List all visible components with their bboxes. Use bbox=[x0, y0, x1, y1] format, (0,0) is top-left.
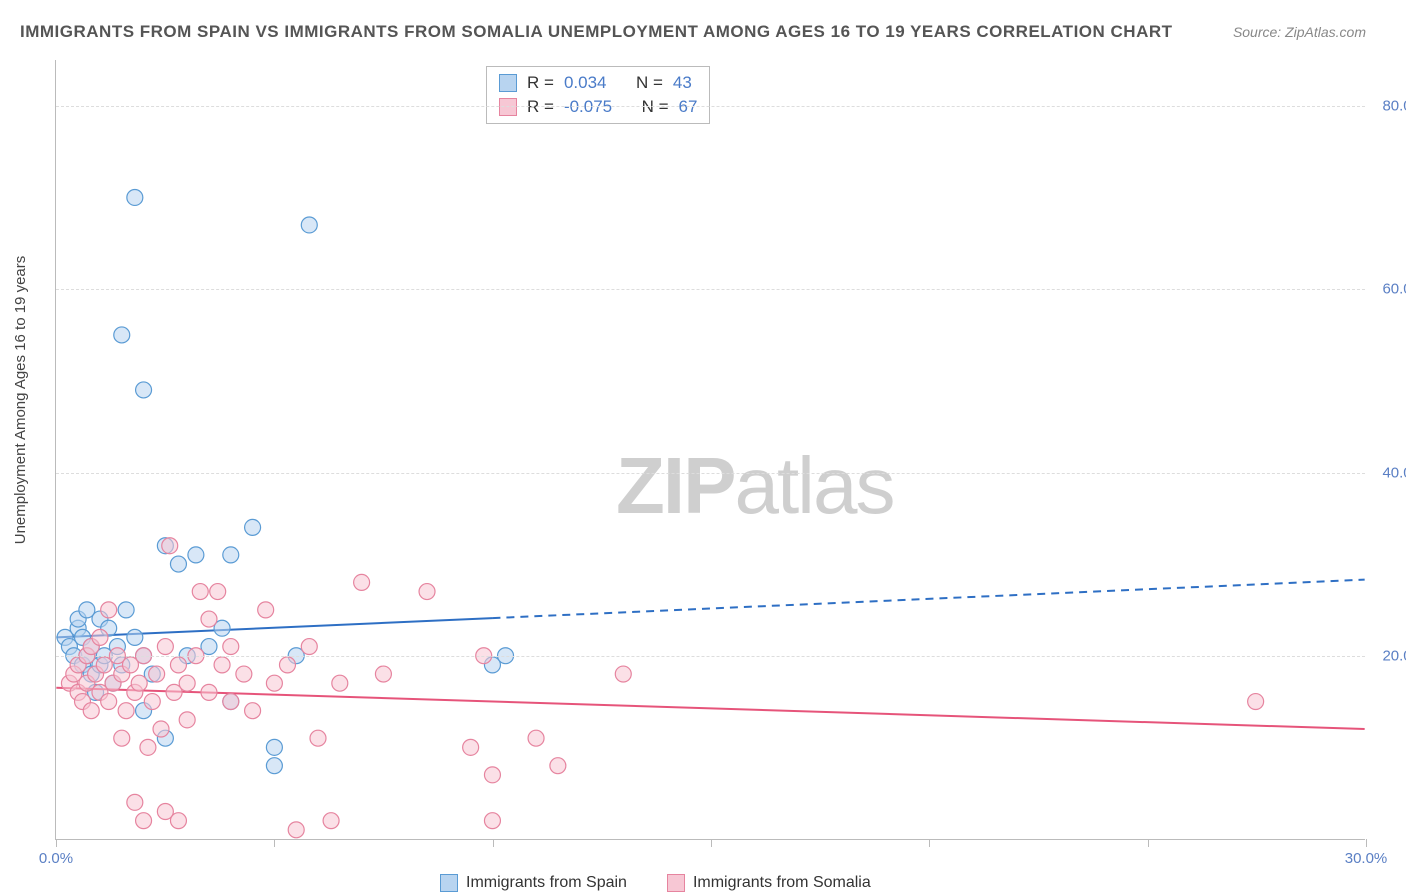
data-point bbox=[179, 675, 195, 691]
data-point bbox=[136, 813, 152, 829]
legend-item-somalia: Immigrants from Somalia bbox=[667, 874, 871, 892]
data-point bbox=[170, 813, 186, 829]
source-attribution: Source: ZipAtlas.com bbox=[1233, 24, 1366, 40]
data-point bbox=[550, 758, 566, 774]
data-point bbox=[153, 721, 169, 737]
data-point bbox=[170, 657, 186, 673]
grid-line bbox=[56, 106, 1365, 107]
data-point bbox=[266, 758, 282, 774]
data-point bbox=[528, 730, 544, 746]
data-point bbox=[1248, 694, 1264, 710]
data-point bbox=[301, 217, 317, 233]
legend-label: Immigrants from Somalia bbox=[693, 874, 871, 892]
data-point bbox=[157, 639, 173, 655]
data-point bbox=[114, 730, 130, 746]
data-point bbox=[144, 694, 160, 710]
data-point bbox=[419, 584, 435, 600]
x-tick-label: 0.0% bbox=[39, 850, 73, 867]
data-point bbox=[214, 657, 230, 673]
y-tick-label: 20.0% bbox=[1382, 648, 1406, 665]
chart-legend: Immigrants from Spain Immigrants from So… bbox=[440, 874, 871, 892]
data-point bbox=[118, 703, 134, 719]
chart-title: IMMIGRANTS FROM SPAIN VS IMMIGRANTS FROM… bbox=[20, 22, 1173, 42]
data-point bbox=[131, 675, 147, 691]
data-point bbox=[288, 822, 304, 838]
data-point bbox=[279, 657, 295, 673]
x-tick bbox=[711, 839, 712, 847]
legend-item-spain: Immigrants from Spain bbox=[440, 874, 627, 892]
data-point bbox=[354, 574, 370, 590]
data-point bbox=[463, 739, 479, 755]
data-point bbox=[484, 813, 500, 829]
grid-line bbox=[56, 289, 1365, 290]
data-point bbox=[114, 327, 130, 343]
data-point bbox=[179, 712, 195, 728]
chart-svg bbox=[56, 60, 1365, 839]
data-point bbox=[484, 767, 500, 783]
grid-line bbox=[56, 473, 1365, 474]
x-tick bbox=[1366, 839, 1367, 847]
x-tick bbox=[493, 839, 494, 847]
data-point bbox=[236, 666, 252, 682]
y-tick-label: 80.0% bbox=[1382, 97, 1406, 114]
data-point bbox=[83, 703, 99, 719]
data-point bbox=[127, 189, 143, 205]
data-point bbox=[210, 584, 226, 600]
data-point bbox=[201, 684, 217, 700]
y-tick-label: 60.0% bbox=[1382, 281, 1406, 298]
grid-line bbox=[56, 656, 1365, 657]
legend-label: Immigrants from Spain bbox=[466, 874, 627, 892]
data-point bbox=[188, 547, 204, 563]
data-point bbox=[245, 703, 261, 719]
data-point bbox=[266, 739, 282, 755]
data-point bbox=[301, 639, 317, 655]
data-point bbox=[149, 666, 165, 682]
data-point bbox=[127, 629, 143, 645]
data-point bbox=[101, 694, 117, 710]
data-point bbox=[223, 694, 239, 710]
data-point bbox=[118, 602, 134, 618]
swatch-icon bbox=[440, 874, 458, 892]
data-point bbox=[127, 794, 143, 810]
x-tick bbox=[1148, 839, 1149, 847]
data-point bbox=[258, 602, 274, 618]
x-tick bbox=[929, 839, 930, 847]
data-point bbox=[245, 519, 261, 535]
data-point bbox=[375, 666, 391, 682]
data-point bbox=[310, 730, 326, 746]
data-point bbox=[170, 556, 186, 572]
data-point bbox=[162, 538, 178, 554]
data-point bbox=[201, 611, 217, 627]
data-point bbox=[323, 813, 339, 829]
data-point bbox=[266, 675, 282, 691]
data-point bbox=[223, 547, 239, 563]
data-point bbox=[136, 382, 152, 398]
data-point bbox=[615, 666, 631, 682]
x-tick bbox=[56, 839, 57, 847]
y-tick-label: 40.0% bbox=[1382, 464, 1406, 481]
chart-plot-area: ZIPatlas R = 0.034 N = 43 R = -0.075 N =… bbox=[55, 60, 1365, 840]
data-point bbox=[140, 739, 156, 755]
data-point bbox=[223, 639, 239, 655]
data-point bbox=[332, 675, 348, 691]
y-axis-label: Unemployment Among Ages 16 to 19 years bbox=[12, 256, 29, 545]
data-point bbox=[192, 584, 208, 600]
swatch-icon bbox=[667, 874, 685, 892]
x-tick bbox=[274, 839, 275, 847]
data-point bbox=[92, 629, 108, 645]
data-point bbox=[101, 602, 117, 618]
x-tick-label: 30.0% bbox=[1345, 850, 1388, 867]
